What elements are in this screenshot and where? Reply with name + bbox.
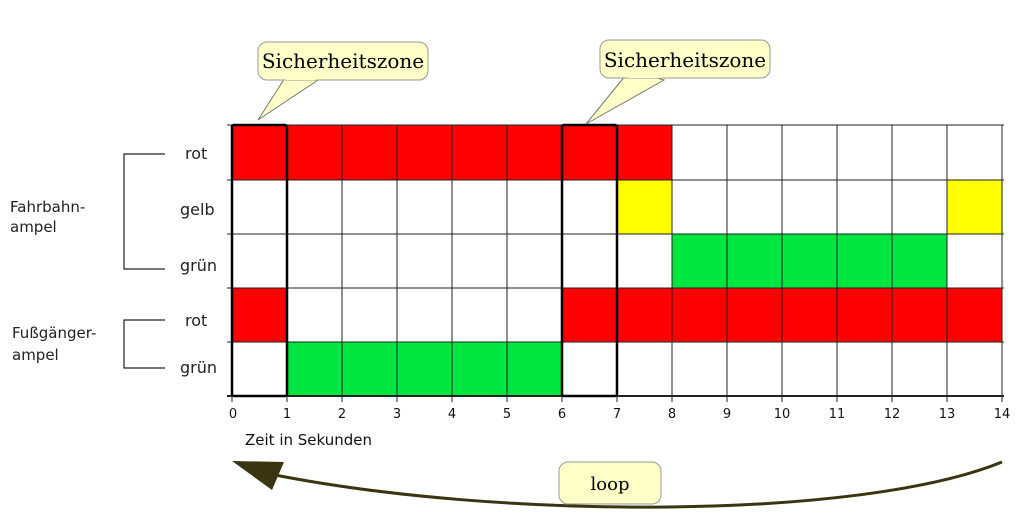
safety-zone-outlines <box>230 123 619 398</box>
x-axis-ticks: 0 1 2 3 4 5 6 7 8 9 10 11 12 13 14 <box>229 407 1010 422</box>
loop-label-box: loop <box>558 461 662 505</box>
x-tick-label: 5 <box>503 407 511 422</box>
x-tick-label: 6 <box>558 407 566 422</box>
safety-zone-box-1 <box>230 123 289 398</box>
row-label-fussgaenger-rot: rot <box>185 311 207 330</box>
group-label-fussgaenger-1: Fußgänger- <box>12 324 96 342</box>
x-tick-label: 8 <box>668 407 676 422</box>
x-tick-label: 1 <box>283 407 291 422</box>
phase-block-1 <box>617 180 672 234</box>
x-tick-label: 14 <box>994 407 1011 422</box>
loop-arrow <box>232 460 1003 509</box>
loop-arrowhead <box>232 461 284 490</box>
x-tick-label: 13 <box>939 407 956 422</box>
callout-safety-zone-2: Sicherheitszone <box>585 39 771 125</box>
x-axis-label: Zeit in Sekunden <box>245 431 372 449</box>
x-tick-label: 3 <box>393 407 401 422</box>
bracket-fahrbahn <box>123 153 165 270</box>
row-label-fahrbahn-rot: rot <box>185 144 207 163</box>
phase-block-4 <box>232 288 287 342</box>
row-label-fussgaenger-gruen: grün <box>180 358 217 377</box>
phase-block-6 <box>287 342 562 396</box>
x-tick-label: 0 <box>229 407 237 422</box>
x-tick-label: 2 <box>338 407 346 422</box>
phase-block-3 <box>672 234 947 288</box>
loop-label: loop <box>591 474 630 495</box>
x-tick-label: 12 <box>884 407 901 422</box>
x-tick-label: 9 <box>723 407 731 422</box>
callout-safety-zone-2-label: Sicherheitszone <box>604 48 766 72</box>
group-label-fussgaenger-2: ampel <box>12 346 59 364</box>
x-tick-label: 11 <box>829 407 846 422</box>
callout-safety-zone-1: Sicherheitszone <box>257 41 429 121</box>
group-label-fahrbahn-2: ampel <box>10 218 57 236</box>
callout-safety-zone-1-label: Sicherheitszone <box>262 49 424 73</box>
safety-zone-box-2 <box>560 123 619 398</box>
row-label-fahrbahn-gelb: gelb <box>180 200 215 219</box>
x-tick-label: 10 <box>774 407 791 422</box>
phase-block-2 <box>947 180 1002 234</box>
group-label-fahrbahn-1: Fahrbahn- <box>10 198 85 216</box>
row-label-fahrbahn-gruen: grün <box>180 256 217 275</box>
bracket-fussgaenger <box>123 319 165 369</box>
x-tick-label: 7 <box>613 407 621 422</box>
x-tick-label: 4 <box>448 407 456 422</box>
